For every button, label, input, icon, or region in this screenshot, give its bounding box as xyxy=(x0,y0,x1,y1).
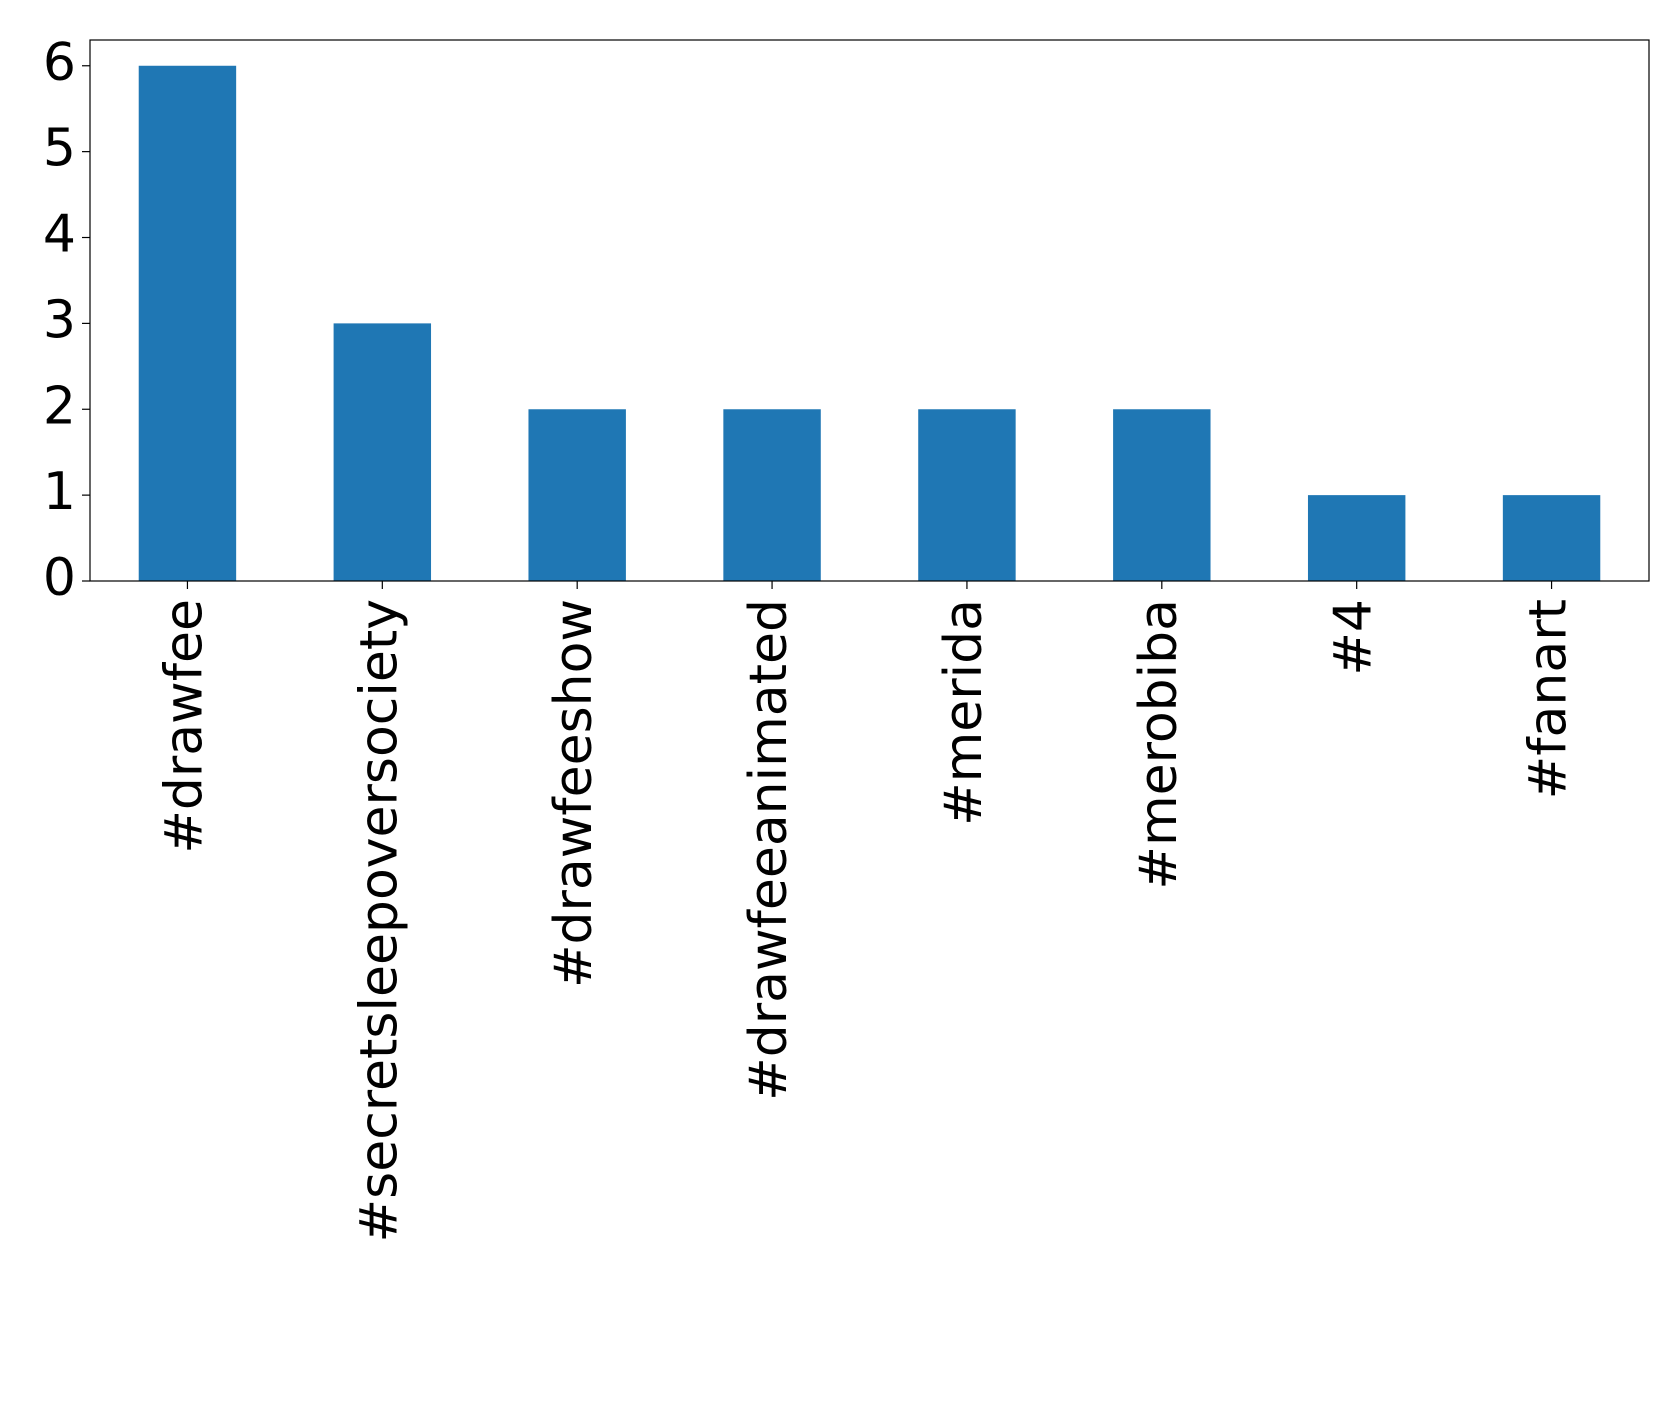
x-tick-label: #drawfeeanimated xyxy=(739,599,799,1101)
x-tick-label: #merida xyxy=(934,599,994,826)
y-tick-label: 2 xyxy=(43,376,76,436)
bar xyxy=(1307,495,1406,581)
bar xyxy=(918,409,1016,581)
y-tick-label: 0 xyxy=(43,548,76,608)
y-tick-label: 6 xyxy=(43,33,76,93)
x-tick-label: #drawfeeshow xyxy=(544,599,604,988)
bar xyxy=(1113,409,1211,581)
x-tick-label: #merobiba xyxy=(1129,599,1189,890)
bar xyxy=(333,323,432,581)
x-tick-label: #4 xyxy=(1324,599,1384,676)
bar xyxy=(1502,495,1601,581)
plot-frame xyxy=(89,39,1650,582)
x-tick-label: #secretsleepoversociety xyxy=(349,599,409,1242)
y-tick-label: 1 xyxy=(43,462,76,522)
x-tick-label: #drawfee xyxy=(154,599,214,854)
bar xyxy=(138,65,237,581)
bar xyxy=(528,409,626,581)
y-tick-label: 5 xyxy=(43,119,76,179)
y-tick-label: 3 xyxy=(43,290,76,350)
bar xyxy=(723,409,821,581)
y-tick-label: 4 xyxy=(43,205,76,265)
x-tick-label: #fanart xyxy=(1519,599,1579,799)
